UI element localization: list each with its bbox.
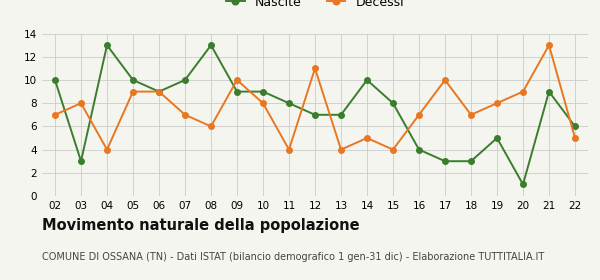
Nascite	[208, 43, 215, 47]
Decessi	[467, 113, 475, 116]
Nascite	[337, 113, 344, 116]
Decessi	[103, 148, 110, 151]
Decessi	[520, 90, 527, 93]
Line: Nascite: Nascite	[52, 43, 578, 187]
Decessi	[52, 113, 59, 116]
Nascite	[571, 125, 578, 128]
Decessi	[155, 90, 163, 93]
Nascite	[389, 102, 397, 105]
Nascite	[364, 78, 371, 82]
Decessi	[493, 102, 500, 105]
Nascite	[52, 78, 59, 82]
Decessi	[181, 113, 188, 116]
Nascite	[259, 90, 266, 93]
Decessi	[130, 90, 137, 93]
Decessi	[77, 102, 85, 105]
Decessi	[442, 78, 449, 82]
Decessi	[337, 148, 344, 151]
Decessi	[364, 136, 371, 140]
Decessi	[233, 78, 241, 82]
Nascite	[77, 160, 85, 163]
Nascite	[233, 90, 241, 93]
Nascite	[103, 43, 110, 47]
Line: Decessi: Decessi	[52, 43, 578, 152]
Nascite	[545, 90, 553, 93]
Decessi	[389, 148, 397, 151]
Nascite	[467, 160, 475, 163]
Decessi	[286, 148, 293, 151]
Nascite	[311, 113, 319, 116]
Decessi	[415, 113, 422, 116]
Nascite	[520, 183, 527, 186]
Nascite	[181, 78, 188, 82]
Nascite	[442, 160, 449, 163]
Decessi	[311, 67, 319, 70]
Decessi	[545, 43, 553, 47]
Nascite	[493, 136, 500, 140]
Legend: Nascite, Decessi: Nascite, Decessi	[221, 0, 409, 14]
Nascite	[130, 78, 137, 82]
Nascite	[415, 148, 422, 151]
Text: COMUNE DI OSSANA (TN) - Dati ISTAT (bilancio demografico 1 gen-31 dic) - Elabora: COMUNE DI OSSANA (TN) - Dati ISTAT (bila…	[42, 252, 544, 262]
Decessi	[208, 125, 215, 128]
Nascite	[155, 90, 163, 93]
Decessi	[259, 102, 266, 105]
Text: Movimento naturale della popolazione: Movimento naturale della popolazione	[42, 218, 359, 234]
Decessi	[571, 136, 578, 140]
Nascite	[286, 102, 293, 105]
